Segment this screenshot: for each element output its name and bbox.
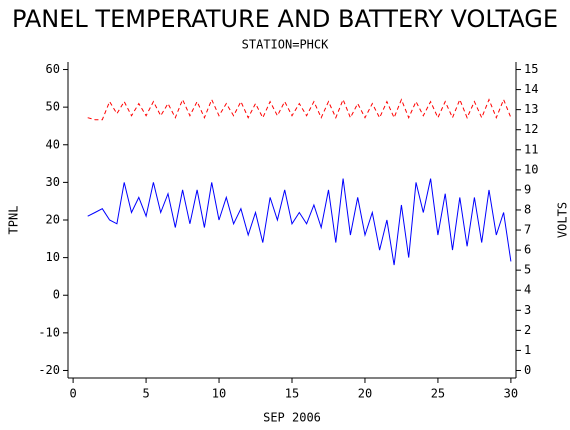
y2-tick-label: 3 <box>524 303 531 317</box>
y2-tick-label: 10 <box>524 162 538 176</box>
y-tick-label: 30 <box>46 175 60 189</box>
y-axis-label: TPNL <box>7 206 21 235</box>
x-tick-label: 5 <box>142 387 149 401</box>
x-axis-label: SEP 2006 <box>263 411 321 425</box>
y-tick-label: -10 <box>38 325 60 339</box>
y-tick-label: 50 <box>46 100 60 114</box>
y2-tick-label: 13 <box>524 102 538 116</box>
y2-tick-label: 6 <box>524 243 531 257</box>
y2-tick-label: 1 <box>524 343 531 357</box>
y-tick-label: 0 <box>53 288 60 302</box>
y2-tick-label: 14 <box>524 82 538 96</box>
y2-tick-label: 15 <box>524 62 538 76</box>
y2-tick-label: 8 <box>524 202 531 216</box>
x-tick-label: 15 <box>285 387 299 401</box>
x-tick-label: 30 <box>504 387 518 401</box>
x-tick-label: 25 <box>431 387 445 401</box>
y2-tick-label: 4 <box>524 283 531 297</box>
chart-subtitle: STATION=PHCK <box>242 38 329 52</box>
y-tick-label: 20 <box>46 213 60 227</box>
y2-tick-label: 0 <box>524 363 531 377</box>
data-line <box>87 98 512 121</box>
x-tick-label: 0 <box>69 387 76 401</box>
y2-tick-label: 11 <box>524 142 538 156</box>
y-tick-label: 40 <box>46 137 60 151</box>
y2-tick-label: 2 <box>524 323 531 337</box>
y2-axis-label: VOLTS <box>556 202 570 238</box>
y-tick-label: 10 <box>46 250 60 264</box>
y2-tick-label: 5 <box>524 263 531 277</box>
y2-tick-label: 9 <box>524 182 531 196</box>
y2-tick-label: 7 <box>524 223 531 237</box>
y-tick-label: -20 <box>38 363 60 377</box>
chart-title: PANEL TEMPERATURE AND BATTERY VOLTAGE <box>12 5 558 33</box>
y-tick-label: 60 <box>46 62 60 76</box>
y2-tick-label: 12 <box>524 122 538 136</box>
x-tick-label: 20 <box>358 387 372 401</box>
x-tick-label: 10 <box>212 387 226 401</box>
data-line <box>87 178 512 266</box>
